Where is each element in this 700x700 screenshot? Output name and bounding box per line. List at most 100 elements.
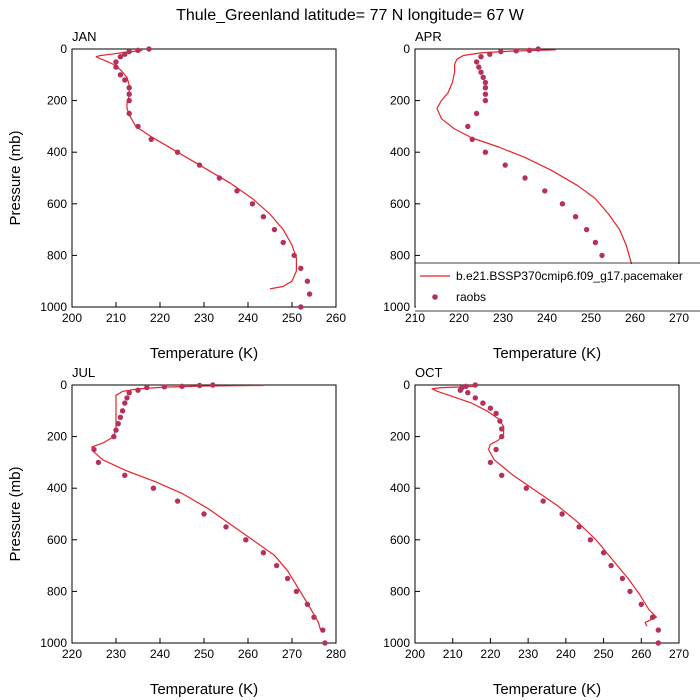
raobs-point	[583, 226, 590, 233]
raobs-point	[161, 384, 168, 390]
y-axis-label: Pressure (mb)	[7, 466, 24, 561]
x-tick-label: 260	[238, 647, 258, 661]
raobs-point	[304, 601, 311, 607]
panel-label: APR	[415, 29, 442, 44]
raobs-point	[482, 149, 489, 155]
y-tick-label: 600	[47, 533, 67, 547]
x-tick-label: 240	[150, 647, 170, 661]
raobs-point	[95, 459, 102, 466]
raobs-point	[135, 387, 141, 393]
raobs-point	[498, 48, 504, 55]
x-tick-label: 250	[282, 311, 302, 325]
raobs-point	[587, 537, 594, 543]
raobs-point	[457, 387, 463, 393]
raobs-point	[148, 136, 154, 142]
raobs-point	[196, 382, 203, 389]
raobs-point	[111, 433, 117, 440]
y-tick-label: 400	[47, 481, 67, 495]
raobs-point	[619, 575, 626, 582]
legend-obs-label: raobs	[456, 290, 486, 304]
raobs-point	[493, 410, 499, 417]
x-tick-label: 250	[581, 311, 601, 325]
x-tick-label: 250	[594, 647, 614, 661]
panel-jul: JUL 220 230 240 250 260 270 280 0 200 400 600 800 10…	[7, 365, 346, 698]
raobs-point	[249, 201, 256, 207]
raobs-point	[174, 149, 181, 155]
raobs-point	[600, 550, 607, 556]
x-tick-label: 260	[625, 311, 645, 325]
raobs-point	[487, 51, 493, 57]
raobs-point	[113, 427, 119, 433]
raobs-point	[113, 59, 119, 65]
raobs-point	[298, 304, 304, 310]
raobs-point	[502, 162, 508, 168]
raobs-point	[482, 79, 489, 86]
raobs-point	[469, 136, 475, 142]
x-axis-label: Temperature (K)	[150, 681, 258, 698]
x-tick-label: 270	[282, 647, 302, 661]
raobs-point	[655, 627, 661, 633]
raobs-point	[150, 485, 157, 491]
raobs-point	[135, 47, 141, 53]
raobs-point	[117, 414, 124, 420]
y-tick-label: 1000	[383, 300, 410, 314]
raobs-point	[201, 511, 207, 517]
data-marks	[431, 382, 661, 646]
raobs-point	[592, 239, 599, 246]
y-tick-label: 1000	[40, 300, 67, 314]
raobs-point	[499, 472, 505, 478]
raobs-point	[559, 511, 565, 517]
raobs-point	[115, 421, 121, 427]
raobs-point	[572, 214, 579, 220]
x-tick-label: 200	[62, 311, 82, 325]
y-tick-label: 800	[390, 584, 410, 598]
x-tick-label: 240	[556, 647, 576, 661]
raobs-point	[122, 51, 128, 57]
raobs-point	[273, 562, 280, 569]
y-tick-label: 600	[390, 197, 410, 211]
raobs-point	[482, 91, 489, 97]
x-tick-label: 260	[631, 647, 651, 661]
raobs-point	[465, 123, 471, 130]
tick-group: 200 210 220 230 240 250 260 0 200 400 600 800 1000	[40, 42, 346, 325]
y-tick-label: 0	[60, 378, 67, 392]
figure-title: Thule_Greenland latitude= 77 N longitude…	[176, 7, 525, 24]
data-marks	[91, 382, 328, 646]
y-tick-label: 200	[47, 94, 67, 108]
raobs-point	[499, 433, 505, 440]
raobs-point	[599, 252, 605, 259]
y-tick-label: 1000	[383, 636, 410, 650]
y-tick-label: 200	[47, 430, 67, 444]
x-tick-label: 270	[669, 647, 689, 661]
y-tick-label: 400	[47, 145, 67, 159]
raobs-point	[91, 446, 97, 453]
raobs-point	[304, 278, 311, 284]
x-tick-label: 280	[326, 647, 346, 661]
raobs-point	[126, 390, 132, 396]
y-tick-label: 0	[403, 42, 410, 56]
model-profile-line	[91, 384, 322, 631]
y-tick-label: 600	[390, 533, 410, 547]
raobs-point	[271, 226, 278, 233]
raobs-point	[559, 201, 566, 207]
x-tick-label: 270	[669, 311, 689, 325]
raobs-point	[311, 614, 317, 620]
raobs-point	[243, 537, 249, 543]
y-tick-label: 400	[390, 481, 410, 495]
y-tick-label: 0	[60, 42, 67, 56]
raobs-point	[174, 498, 181, 504]
raobs-point	[260, 550, 267, 556]
x-tick-label: 220	[449, 311, 469, 325]
legend-obs-marker	[432, 294, 438, 300]
raobs-point	[126, 97, 132, 104]
y-tick-label: 200	[390, 430, 410, 444]
raobs-point	[542, 188, 548, 194]
legend: b.e21.BSSP370cmip6.f09_g17.pacemaker rao…	[415, 262, 700, 312]
raobs-point	[627, 588, 633, 595]
raobs-point	[122, 400, 128, 406]
raobs-point	[122, 472, 128, 478]
y-tick-label: 400	[390, 145, 410, 159]
panel-label: JAN	[72, 29, 97, 44]
raobs-point	[293, 588, 300, 595]
